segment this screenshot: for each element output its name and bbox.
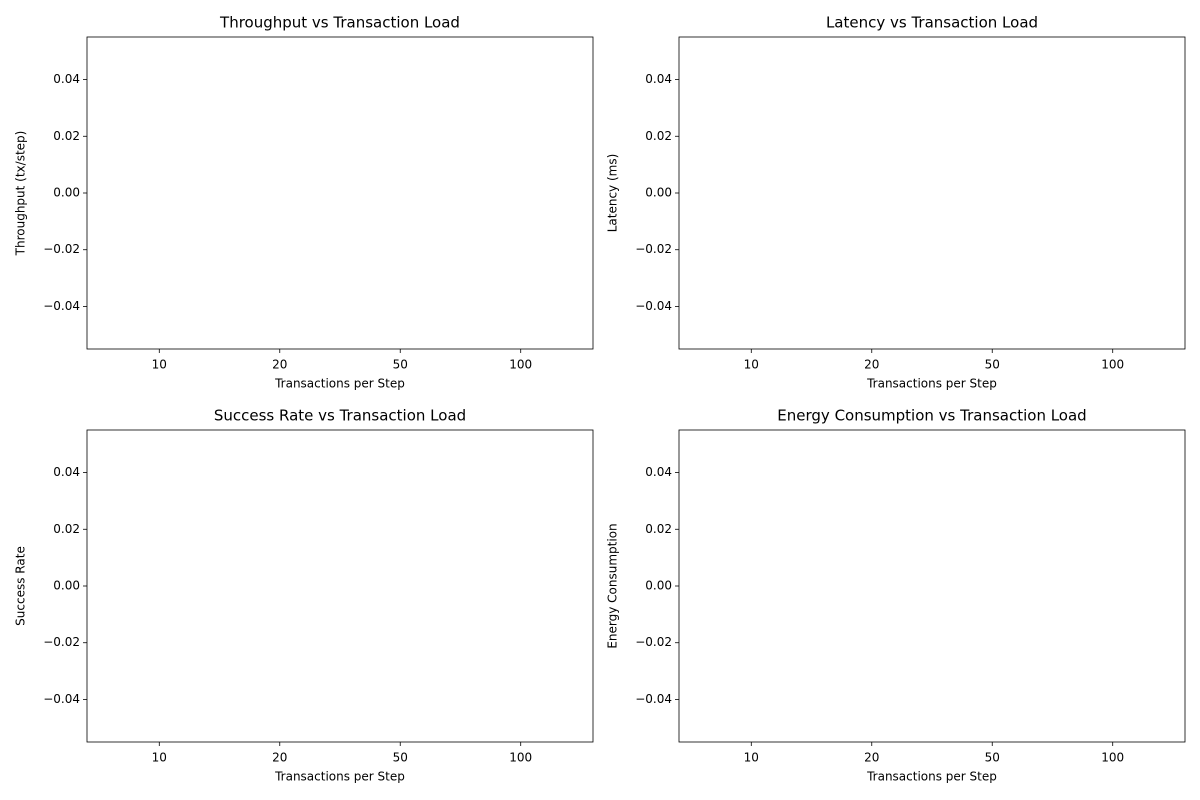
y-tick-label: −0.04 <box>635 692 672 706</box>
subplot-title: Success Rate vs Transaction Load <box>214 407 466 425</box>
y-tick-label: −0.04 <box>635 299 672 313</box>
y-tick-label: 0.02 <box>645 522 672 536</box>
x-axis-label: Transactions per Step <box>274 377 405 391</box>
y-tick-label: 0.04 <box>645 465 672 479</box>
y-tick-label: 0.02 <box>53 129 80 143</box>
y-axis-label: Success Rate <box>14 546 28 626</box>
axes-frame <box>678 429 1186 743</box>
subplot: Success Rate vs Transaction Load Transact… <box>14 407 594 784</box>
subplot: Latency vs Transaction Load Transactions … <box>606 14 1186 391</box>
y-tick-label: 0.00 <box>53 186 80 200</box>
y-tick-label: 0.04 <box>645 72 672 86</box>
subplot-title: Energy Consumption vs Transaction Load <box>777 407 1086 425</box>
x-tick-label: 10 <box>152 751 167 765</box>
y-axis-label: Energy Consumption <box>606 523 620 648</box>
x-tick-label: 50 <box>985 751 1000 765</box>
y-tick-label: 0.00 <box>645 579 672 593</box>
axes-frame <box>86 429 594 743</box>
subplot: Energy Consumption vs Transaction Load Tr… <box>606 407 1186 784</box>
x-axis-label: Transactions per Step <box>866 770 997 784</box>
y-tick-label: −0.02 <box>43 242 80 256</box>
x-tick-label: 100 <box>1101 751 1124 765</box>
y-tick-label: −0.02 <box>635 635 672 649</box>
x-tick-label: 10 <box>744 358 759 372</box>
y-tick-label: 0.04 <box>53 72 80 86</box>
y-tick-label: −0.02 <box>635 242 672 256</box>
x-tick-label: 50 <box>985 358 1000 372</box>
axes-frame <box>678 36 1186 350</box>
x-tick-label: 20 <box>864 751 879 765</box>
y-tick-label: 0.00 <box>53 579 80 593</box>
subplot-title: Latency vs Transaction Load <box>826 14 1038 32</box>
y-axis-label: Throughput (tx/step) <box>14 131 28 257</box>
y-tick-label: −0.04 <box>43 299 80 313</box>
x-tick-label: 20 <box>272 751 287 765</box>
x-tick-label: 50 <box>393 751 408 765</box>
y-tick-label: 0.02 <box>53 522 80 536</box>
x-tick-label: 10 <box>152 358 167 372</box>
axes-frame <box>86 36 594 350</box>
subplot-title: Throughput vs Transaction Load <box>219 14 460 32</box>
y-tick-label: 0.02 <box>645 129 672 143</box>
y-tick-label: 0.04 <box>53 465 80 479</box>
x-axis-label: Transactions per Step <box>866 377 997 391</box>
x-tick-label: 10 <box>744 751 759 765</box>
y-axis-label: Latency (ms) <box>606 154 620 233</box>
x-tick-label: 100 <box>509 751 532 765</box>
x-tick-label: 100 <box>509 358 532 372</box>
x-tick-label: 20 <box>864 358 879 372</box>
y-tick-label: −0.02 <box>43 635 80 649</box>
x-tick-label: 20 <box>272 358 287 372</box>
y-tick-label: 0.00 <box>645 186 672 200</box>
x-tick-label: 50 <box>393 358 408 372</box>
y-tick-label: −0.04 <box>43 692 80 706</box>
x-axis-label: Transactions per Step <box>274 770 405 784</box>
subplot: Throughput vs Transaction Load Transactio… <box>14 14 594 391</box>
x-tick-label: 100 <box>1101 358 1124 372</box>
